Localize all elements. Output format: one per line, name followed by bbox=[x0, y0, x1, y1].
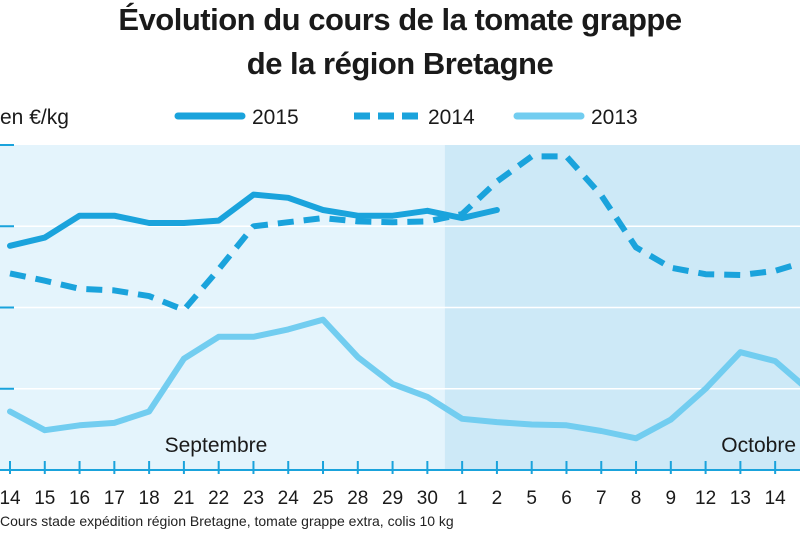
x-tick-label: 8 bbox=[631, 488, 642, 509]
x-tick-label: 5 bbox=[526, 488, 537, 509]
x-tick-label: 2 bbox=[492, 488, 503, 509]
x-tick-label: 1 bbox=[457, 488, 468, 509]
x-tick-label: 13 bbox=[730, 488, 751, 509]
x-tick-label: 28 bbox=[347, 488, 368, 509]
month-label-september: Septembre bbox=[165, 434, 268, 457]
month-label-october: Octobre bbox=[721, 434, 796, 457]
series-line-2013 bbox=[7, 316, 800, 442]
chart-subtitle: de la région Bretagne bbox=[246, 46, 554, 81]
x-tick-label: 24 bbox=[278, 488, 300, 509]
x-tick-label: 22 bbox=[208, 488, 229, 509]
chart-title: Évolution du cours de la tomate grappe bbox=[118, 2, 682, 37]
x-tick-label: 14 bbox=[0, 488, 21, 509]
x-tick-label: 6 bbox=[561, 488, 572, 509]
x-tick-label: 7 bbox=[596, 488, 607, 509]
x-tick-label: 21 bbox=[173, 488, 194, 509]
x-tick-label: 30 bbox=[417, 488, 438, 509]
x-tick-label: 12 bbox=[695, 488, 716, 509]
x-tick-label: 14 bbox=[765, 488, 787, 509]
series-line-2015 bbox=[7, 191, 500, 249]
x-tick-label: 29 bbox=[382, 488, 403, 509]
x-tick-label: 15 bbox=[34, 488, 55, 509]
legend-label-2013: 2013 bbox=[591, 106, 638, 129]
legend-label-2014: 2014 bbox=[428, 106, 475, 129]
x-tick-label: 25 bbox=[312, 488, 333, 509]
x-tick-label: 23 bbox=[243, 488, 264, 509]
chart-footnote: Cours stade expédition région Bretagne, … bbox=[0, 513, 454, 529]
x-tick-label: 17 bbox=[104, 488, 125, 509]
series-line-2014 bbox=[9, 153, 800, 313]
legend-label-2015: 2015 bbox=[252, 106, 299, 129]
y-axis-label: en €/kg bbox=[0, 106, 69, 129]
x-tick-label: 18 bbox=[139, 488, 160, 509]
x-tick-label: 16 bbox=[69, 488, 90, 509]
x-tick-label: 9 bbox=[666, 488, 677, 509]
